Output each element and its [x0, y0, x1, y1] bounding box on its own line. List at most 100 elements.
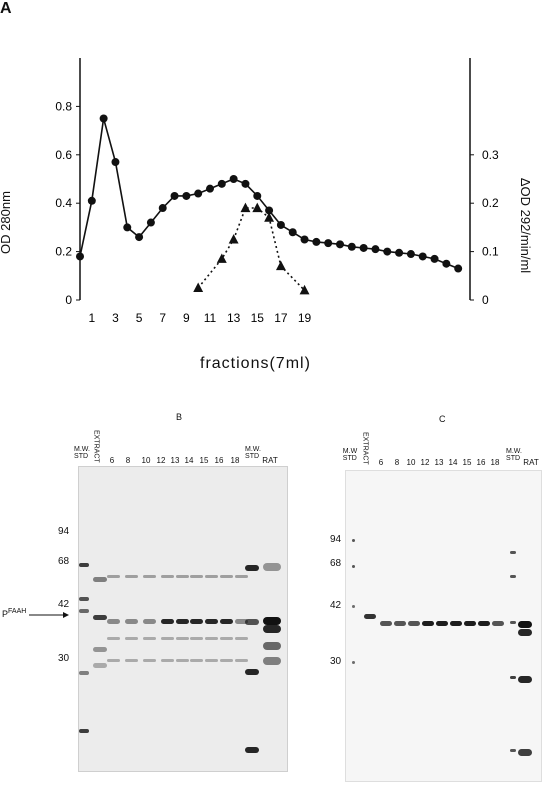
gel-band [245, 565, 259, 571]
panel-b-gel [78, 466, 288, 772]
x-tick-label: 13 [227, 311, 241, 325]
data-point-triangle [228, 234, 239, 244]
data-point-circle [111, 158, 120, 167]
gel-band [79, 597, 89, 601]
data-point-circle [158, 204, 167, 213]
data-point-circle [442, 259, 451, 268]
gel-band [93, 577, 107, 582]
panel-c-mw-68: 68 [330, 558, 342, 569]
gel-dot [352, 539, 355, 542]
panel-b-lane-label: 12 [156, 456, 166, 465]
panel-c-lane-label: 8 [394, 458, 400, 467]
gel-band [464, 621, 476, 626]
panel-c-label: C [439, 414, 446, 424]
data-point-triangle [216, 253, 227, 263]
gel-band [125, 637, 138, 640]
gel-band [107, 619, 120, 624]
gel-band [235, 575, 248, 578]
y-right-tick-label: 0.1 [482, 245, 499, 259]
y-left-tick-label: 0.6 [55, 148, 72, 162]
panel-b-lane-label: 14 [184, 456, 194, 465]
panel-c-lane-label: 15 [462, 458, 472, 467]
data-point-circle [253, 191, 262, 200]
series-line-1 [197, 207, 306, 291]
gel-band [220, 637, 233, 640]
panel-c-lane-label: M.W STD [342, 448, 358, 462]
panel-b-lane-label: 18 [230, 456, 240, 465]
gel-band [263, 625, 281, 633]
data-point-circle [371, 245, 380, 254]
data-point-circle [265, 206, 274, 215]
panel-b-lane-label: M.W. STD [74, 446, 90, 460]
gel-band [205, 659, 218, 662]
series-line-0 [79, 118, 459, 270]
panel-b-mw-42: 42 [58, 599, 70, 610]
panel-b-lane-label: 16 [214, 456, 224, 465]
gel-band [107, 659, 120, 662]
panel-c-lane-label: 10 [406, 458, 416, 467]
data-point-circle [347, 242, 356, 251]
data-point-circle [229, 175, 238, 183]
data-point-circle [418, 252, 427, 261]
panel-c-lane-label: 12 [420, 458, 430, 467]
arrow-icon [28, 611, 69, 618]
gel-band [245, 619, 259, 625]
data-point-circle [454, 264, 463, 273]
gel-band [143, 637, 156, 640]
data-point-triangle [299, 284, 310, 295]
gel-band [263, 657, 281, 665]
data-point-circle [383, 247, 392, 256]
data-point-circle [395, 248, 404, 257]
panel-c-lane-label: RAT [523, 458, 539, 467]
panel-b-lane-label: 10 [141, 456, 151, 465]
panel-b-lane-label: RAT [262, 456, 278, 465]
data-point-triangle [275, 260, 286, 271]
x-tick-label: 3 [112, 311, 119, 325]
data-point-circle [406, 250, 415, 259]
gel-band [143, 659, 156, 662]
panel-c-lane-label: 6 [378, 458, 384, 467]
gel-band [93, 663, 107, 668]
gel-band [235, 637, 248, 640]
gel-band [220, 619, 233, 624]
gel-band [190, 575, 203, 578]
gel-band [422, 621, 434, 626]
gel-band [176, 575, 189, 578]
arrow-label: P [2, 609, 9, 619]
gel-band [190, 619, 203, 624]
gel-band [518, 621, 532, 628]
panel-b-lane-label: 6 [109, 456, 115, 465]
y-right-tick-label: 0 [482, 293, 489, 307]
data-point-circle [217, 179, 226, 188]
data-point-circle [312, 237, 321, 246]
gel-band [492, 621, 504, 626]
y-right-tick-label: 0.2 [482, 196, 499, 210]
gel-band [125, 659, 138, 662]
y-axis-left-label: OD 280nm [0, 191, 13, 254]
y-left-tick-label: 0.8 [55, 99, 72, 113]
data-point-circle [206, 184, 214, 193]
gel-band [220, 659, 233, 662]
panel-b-lane-label: M.W. STD [245, 446, 261, 460]
data-point-circle [99, 114, 108, 123]
data-point-circle [324, 239, 333, 248]
gel-band [263, 642, 281, 650]
gel-band [79, 563, 89, 567]
gel-band [190, 637, 203, 640]
gel-band [380, 621, 392, 626]
gel-band [518, 629, 532, 636]
panel-c-mw-42: 42 [330, 600, 342, 611]
panel-b-lane-label: EXTRACT [92, 430, 100, 463]
panel-b-mw-30: 30 [58, 653, 70, 664]
gel-dot [510, 676, 516, 679]
gel-band [79, 671, 89, 675]
y-left-tick-label: 0.4 [55, 196, 72, 210]
panel-b-bands [79, 563, 281, 753]
x-tick-label: 15 [251, 311, 265, 325]
panel-c-lane-label: EXTRACT [361, 432, 369, 465]
data-point-circle [300, 235, 309, 244]
gel-band [245, 747, 259, 753]
panel-b-faah-arrow: PFAAH [2, 608, 69, 619]
data-point-triangle [240, 202, 251, 213]
y-right-tick-label: 0.3 [482, 148, 499, 162]
